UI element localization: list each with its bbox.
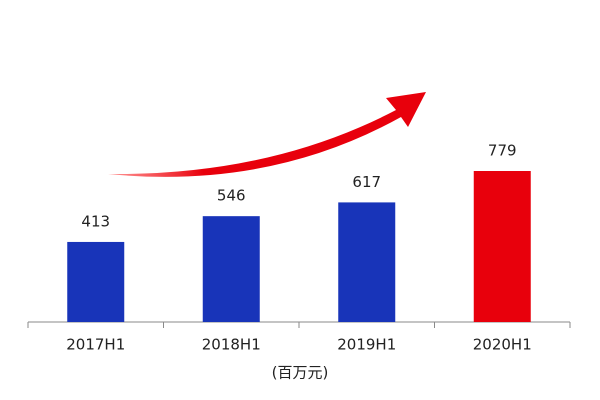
x-tick-label: 2020H1	[473, 336, 532, 354]
data-label: 779	[488, 142, 517, 160]
trend-arrow	[108, 92, 426, 177]
x-tick-label: 2017H1	[66, 336, 125, 354]
unit-label: (百万元)	[272, 364, 329, 382]
bar	[473, 171, 531, 322]
bar	[338, 202, 396, 322]
data-label: 413	[81, 212, 110, 230]
x-tick-label: 2018H1	[202, 336, 261, 354]
bar	[67, 241, 125, 322]
x-tick-label: 2019H1	[337, 336, 396, 354]
bar	[202, 216, 260, 322]
data-label: 617	[352, 173, 381, 191]
data-label: 546	[217, 187, 246, 205]
